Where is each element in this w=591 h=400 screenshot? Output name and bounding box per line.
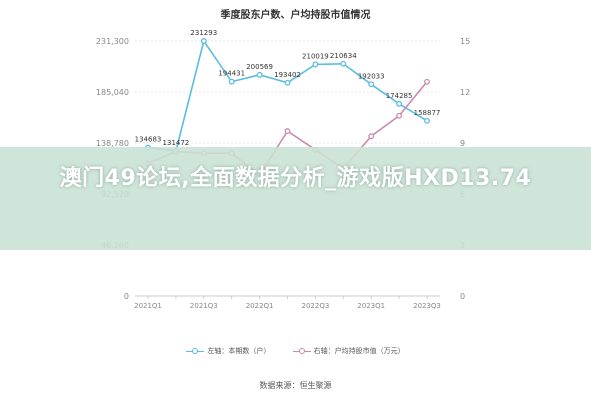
legend-marker-left bbox=[186, 347, 205, 355]
watermark-banner bbox=[0, 147, 591, 250]
right-tick-label: 12 bbox=[460, 88, 470, 97]
data-label: 194431 bbox=[218, 70, 245, 78]
data-point bbox=[368, 133, 375, 140]
data-point bbox=[424, 78, 430, 85]
legend-label-left: 左轴：本期数（户） bbox=[207, 347, 271, 355]
data-point bbox=[396, 112, 403, 119]
data-label: 174285 bbox=[386, 92, 413, 100]
data-label: 192033 bbox=[358, 72, 385, 80]
data-point bbox=[228, 78, 235, 85]
x-tick-label: 2021Q1 bbox=[134, 302, 162, 310]
x-tick-label: 2023Q1 bbox=[357, 302, 385, 310]
legend-item-right-series[interactable]: 右轴：户均持股市值（万元） bbox=[292, 346, 405, 356]
x-tick-label: 2022Q3 bbox=[302, 302, 330, 310]
data-point bbox=[424, 117, 430, 124]
x-tick-label: 2021Q3 bbox=[190, 302, 218, 310]
data-label: 231293 bbox=[190, 29, 217, 37]
x-axis-ticks: 2021Q1 2021Q3 2022Q1 2022Q3 2023Q1 2023Q3 bbox=[134, 296, 441, 310]
data-point bbox=[256, 71, 263, 78]
data-label: 134683 bbox=[135, 136, 162, 144]
legend-item-left-series[interactable]: 左轴：本期数（户） bbox=[186, 346, 270, 356]
right-tick-label: 15 bbox=[460, 37, 470, 46]
right-tick-label: 0 bbox=[460, 292, 465, 301]
legend-label-right: 右轴：户均持股市值（万元） bbox=[313, 347, 405, 355]
x-tick-label: 2023Q3 bbox=[413, 302, 441, 310]
chart-legend: 左轴：本期数（户） 右轴：户均持股市值（万元） bbox=[0, 346, 591, 356]
legend-marker-right bbox=[292, 347, 311, 355]
data-point bbox=[284, 128, 291, 135]
data-point bbox=[312, 61, 319, 68]
right-tick-label: 9 bbox=[460, 139, 465, 148]
data-label: 193402 bbox=[274, 71, 301, 79]
left-tick-label: 231,300 bbox=[96, 37, 129, 46]
data-point bbox=[200, 38, 207, 44]
chart-title: 季度股东户数、户均持股市值情况 bbox=[220, 10, 371, 21]
data-point bbox=[284, 79, 291, 86]
data-point bbox=[340, 60, 347, 67]
x-tick-label: 2022Q1 bbox=[246, 302, 274, 310]
watermark-text: 澳门49论坛,全面数据分析_游戏版HXD13.74 bbox=[59, 166, 532, 191]
data-label: 131472 bbox=[163, 139, 190, 147]
data-label: 200569 bbox=[246, 63, 273, 71]
data-source: 数据来源：恒生聚源 bbox=[259, 381, 332, 390]
left-tick-label: 0 bbox=[124, 292, 129, 301]
left-tick-label: 138,780 bbox=[96, 139, 129, 148]
data-label: 210634 bbox=[330, 52, 357, 60]
left-tick-label: 185,040 bbox=[96, 88, 129, 97]
data-point bbox=[396, 100, 403, 107]
data-label: 210019 bbox=[302, 52, 329, 60]
data-label: 158877 bbox=[414, 109, 441, 117]
data-point bbox=[368, 81, 375, 88]
